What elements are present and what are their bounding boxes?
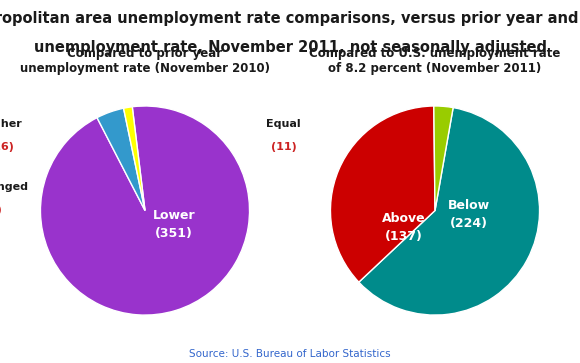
Text: (11): (11) (270, 142, 296, 152)
Text: (5): (5) (0, 205, 2, 215)
Text: Below: Below (447, 199, 490, 212)
Text: Unchanged: Unchanged (0, 182, 28, 192)
Wedge shape (97, 108, 145, 211)
Title: Compared to prior year
unemployment rate (November 2010): Compared to prior year unemployment rate… (20, 46, 270, 74)
Text: Lower: Lower (153, 209, 195, 222)
Text: unemployment rate, November 2011, not seasonally adjusted: unemployment rate, November 2011, not se… (34, 40, 546, 55)
Title: Compared to U.S. unemployment rate
of 8.2 percent (November 2011): Compared to U.S. unemployment rate of 8.… (309, 46, 561, 74)
Text: Metropolitan area unemployment rate comparisons, versus prior year and U.S.: Metropolitan area unemployment rate comp… (0, 11, 580, 26)
Text: (137): (137) (385, 230, 423, 243)
Text: Above: Above (382, 212, 426, 225)
Text: (224): (224) (450, 217, 487, 229)
Text: (16): (16) (0, 142, 14, 152)
Wedge shape (359, 107, 539, 315)
Wedge shape (41, 106, 249, 315)
Text: (351): (351) (155, 227, 193, 240)
Text: Equal: Equal (266, 119, 300, 129)
Wedge shape (434, 106, 453, 211)
Wedge shape (331, 106, 435, 282)
Text: Source: U.S. Bureau of Labor Statistics: Source: U.S. Bureau of Labor Statistics (189, 349, 391, 359)
Text: Higher: Higher (0, 119, 22, 129)
Wedge shape (124, 107, 145, 211)
